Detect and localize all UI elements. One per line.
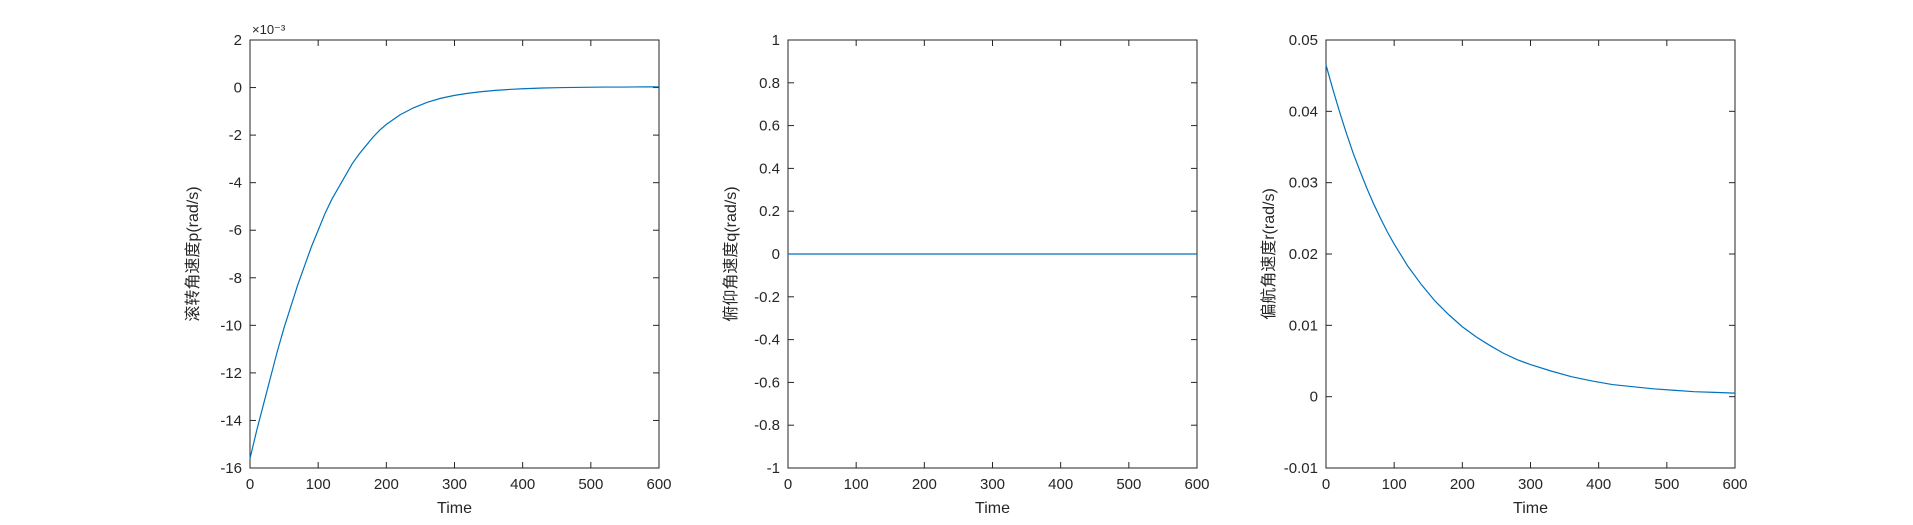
y-tick-label: 0.4 — [759, 160, 780, 177]
y-tick-label: -4 — [229, 175, 242, 192]
y-tick-label: 0.05 — [1289, 32, 1318, 49]
x-tick-label: 200 — [912, 476, 937, 493]
x-tick-label: 400 — [1586, 476, 1611, 493]
y-tick-label: -6 — [229, 222, 242, 239]
y-tick-label: 0.03 — [1289, 175, 1318, 192]
series-line-1 — [1325, 64, 1736, 394]
y-tick-label: 0.8 — [759, 75, 780, 92]
series-line-1 — [249, 86, 659, 459]
y-tick-label: 0 — [1310, 389, 1318, 406]
y-axis-label: 滚转角速度p(rad/s) — [184, 186, 202, 321]
x-tick-label: 600 — [1184, 476, 1209, 493]
x-tick-label: 300 — [980, 476, 1005, 493]
y-axis-label: 偏航角速度r(rad/s) — [1260, 188, 1278, 320]
y-tick-label: 0.01 — [1289, 317, 1318, 334]
x-tick-label: 300 — [1518, 476, 1543, 493]
x-tick-label: 400 — [1048, 476, 1073, 493]
y-tick-label: -0.2 — [754, 289, 780, 306]
y-tick-label: -0.8 — [754, 417, 780, 434]
x-tick-label: 100 — [306, 476, 331, 493]
y-tick-label: -8 — [229, 270, 242, 287]
x-tick-label: 500 — [1654, 476, 1679, 493]
y-tick-label: -10 — [220, 317, 242, 334]
x-axis-label: Time — [1513, 500, 1548, 517]
subplot-3: 0 100 200 300 400 500 600-0.0100.010.020.030.0… — [1260, 32, 1748, 517]
y-tick-label: 0.04 — [1289, 103, 1318, 120]
x-tick-label: 0 — [246, 476, 254, 493]
y-tick-label: -0.4 — [754, 332, 780, 349]
y-tick-label: 0.6 — [759, 118, 780, 135]
y-tick-label: -0.01 — [1284, 460, 1318, 477]
subplot-1: 0 100 200 300 400 500 600 -16 -14 -12 -10 -8 -6 -4 -2 0… — [184, 22, 672, 517]
x-tick-label: 0 — [784, 476, 792, 493]
y-tick-label: 0.02 — [1289, 246, 1318, 263]
y-exponent-label: ×10⁻³ — [252, 22, 286, 37]
y-tick-label: -16 — [220, 460, 242, 477]
y-tick-label: 0 — [234, 80, 242, 97]
x-tick-label: 100 — [1382, 476, 1407, 493]
y-tick-label: 0.2 — [759, 203, 780, 220]
x-tick-label: 500 — [578, 476, 603, 493]
x-tick-label: 200 — [374, 476, 399, 493]
x-tick-label: 600 — [646, 476, 671, 493]
y-tick-label: 1 — [772, 32, 780, 49]
x-axis-label: Time — [437, 500, 472, 517]
y-tick-label: 0 — [772, 246, 780, 263]
y-tick-label: -0.6 — [754, 374, 780, 391]
y-tick-label: -14 — [220, 412, 242, 429]
y-tick-label: -2 — [229, 127, 242, 144]
x-axis-label: Time — [975, 500, 1010, 517]
x-tick-label: 300 — [442, 476, 467, 493]
subplot-2: 0 100 200 300 400 500 600 -1 -0.8 -0.6 -0.4 -0.2 0 0.… — [722, 32, 1210, 517]
y-tick-label: 2 — [234, 32, 242, 49]
y-axis-label: 俯仰角速度q(rad/s) — [722, 186, 740, 321]
x-tick-label: 500 — [1116, 476, 1141, 493]
x-tick-label: 600 — [1722, 476, 1747, 493]
x-tick-label: 100 — [844, 476, 869, 493]
y-tick-label: -1 — [767, 460, 780, 477]
x-tick-label: 0 — [1322, 476, 1330, 493]
x-tick-label: 400 — [510, 476, 535, 493]
x-tick-label: 200 — [1450, 476, 1475, 493]
y-tick-label: -12 — [220, 365, 242, 382]
